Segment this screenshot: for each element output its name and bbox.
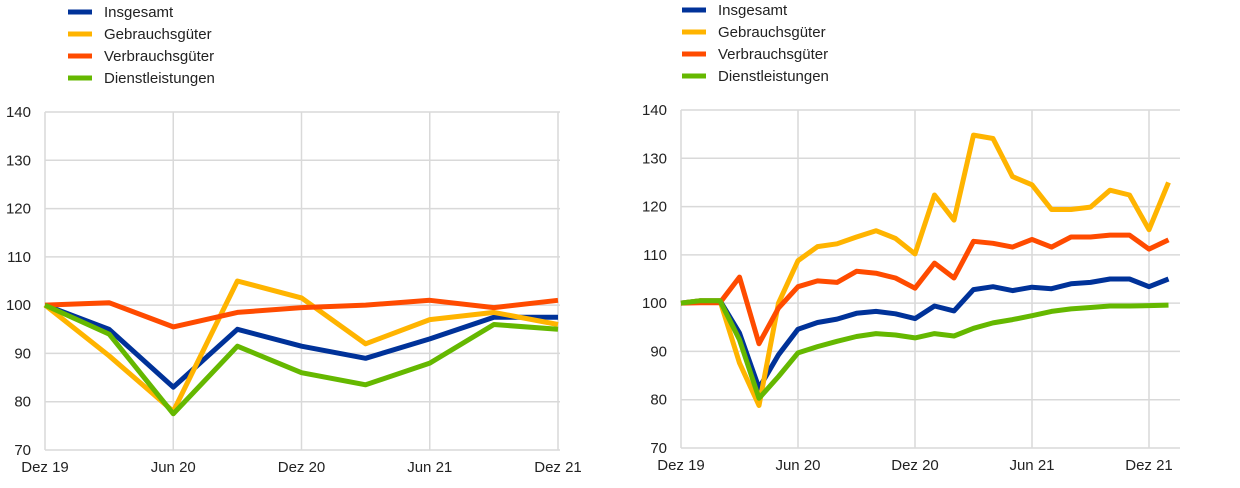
y-tick-label: 130 (6, 152, 31, 169)
y-tick-label: 90 (650, 343, 667, 360)
y-tick-label: 110 (7, 249, 31, 266)
y-tick-label: 140 (6, 104, 31, 121)
y-tick-label: 70 (650, 440, 667, 457)
x-tick-label: Jun 20 (775, 457, 820, 474)
y-tick-label: 140 (642, 102, 667, 119)
x-tick-label: Dez 19 (21, 459, 69, 476)
legend-label: Dienstleistungen (718, 68, 829, 85)
x-tick-label: Dez 21 (534, 459, 582, 476)
x-tick-label: Jun 20 (151, 459, 196, 476)
legend-label: Gebrauchsgüter (718, 24, 826, 41)
y-tick-label: 120 (642, 199, 667, 216)
series-line-dienstleistungen (43, 302, 559, 417)
legend-label: Gebrauchsgüter (104, 26, 212, 43)
series-line-dienstleistungen (680, 298, 1169, 401)
x-tick-label: Dez 19 (657, 457, 705, 474)
x-tick-label: Jun 21 (407, 459, 452, 476)
y-tick-label: 80 (14, 394, 31, 411)
series-line-verbrauchsgüter (680, 232, 1170, 347)
y-tick-label: 90 (14, 345, 31, 362)
y-tick-label: 70 (14, 442, 31, 459)
series-line-insgesamt (44, 302, 558, 390)
series-line-verbrauchsgüter (44, 297, 559, 330)
x-tick-label: Jun 21 (1009, 457, 1054, 474)
legend-label: Insgesamt (104, 4, 174, 21)
chart-2: 70 80 90 100 110 120 130 140 Dez 19 Jun 20 Dez 20 J… (642, 2, 1180, 474)
x-tick-label: Dez 21 (1125, 457, 1173, 474)
y-tick-label: 110 (643, 247, 667, 264)
legend-label: Verbrauchsgüter (104, 48, 214, 65)
y-tick-label: 80 (650, 392, 667, 409)
y-tick-label: 130 (642, 150, 667, 167)
series-line-gebrauchsgüter (680, 132, 1171, 408)
y-tick-label: 100 (642, 295, 667, 312)
legend-label: Insgesamt (718, 2, 788, 19)
x-tick-label: Dez 20 (891, 457, 939, 474)
x-tick-label: Dez 20 (278, 459, 326, 476)
y-tick-label: 100 (6, 297, 31, 314)
series-line-gebrauchsgüter (43, 278, 559, 414)
legend-label: Verbrauchsgüter (718, 46, 828, 63)
chart-1: 70 80 90 100 110 120 130 140 Dez 19 Jun 20 Dez 20 J… (6, 4, 582, 476)
y-tick-label: 120 (6, 201, 31, 218)
legend-label: Dienstleistungen (104, 70, 215, 87)
